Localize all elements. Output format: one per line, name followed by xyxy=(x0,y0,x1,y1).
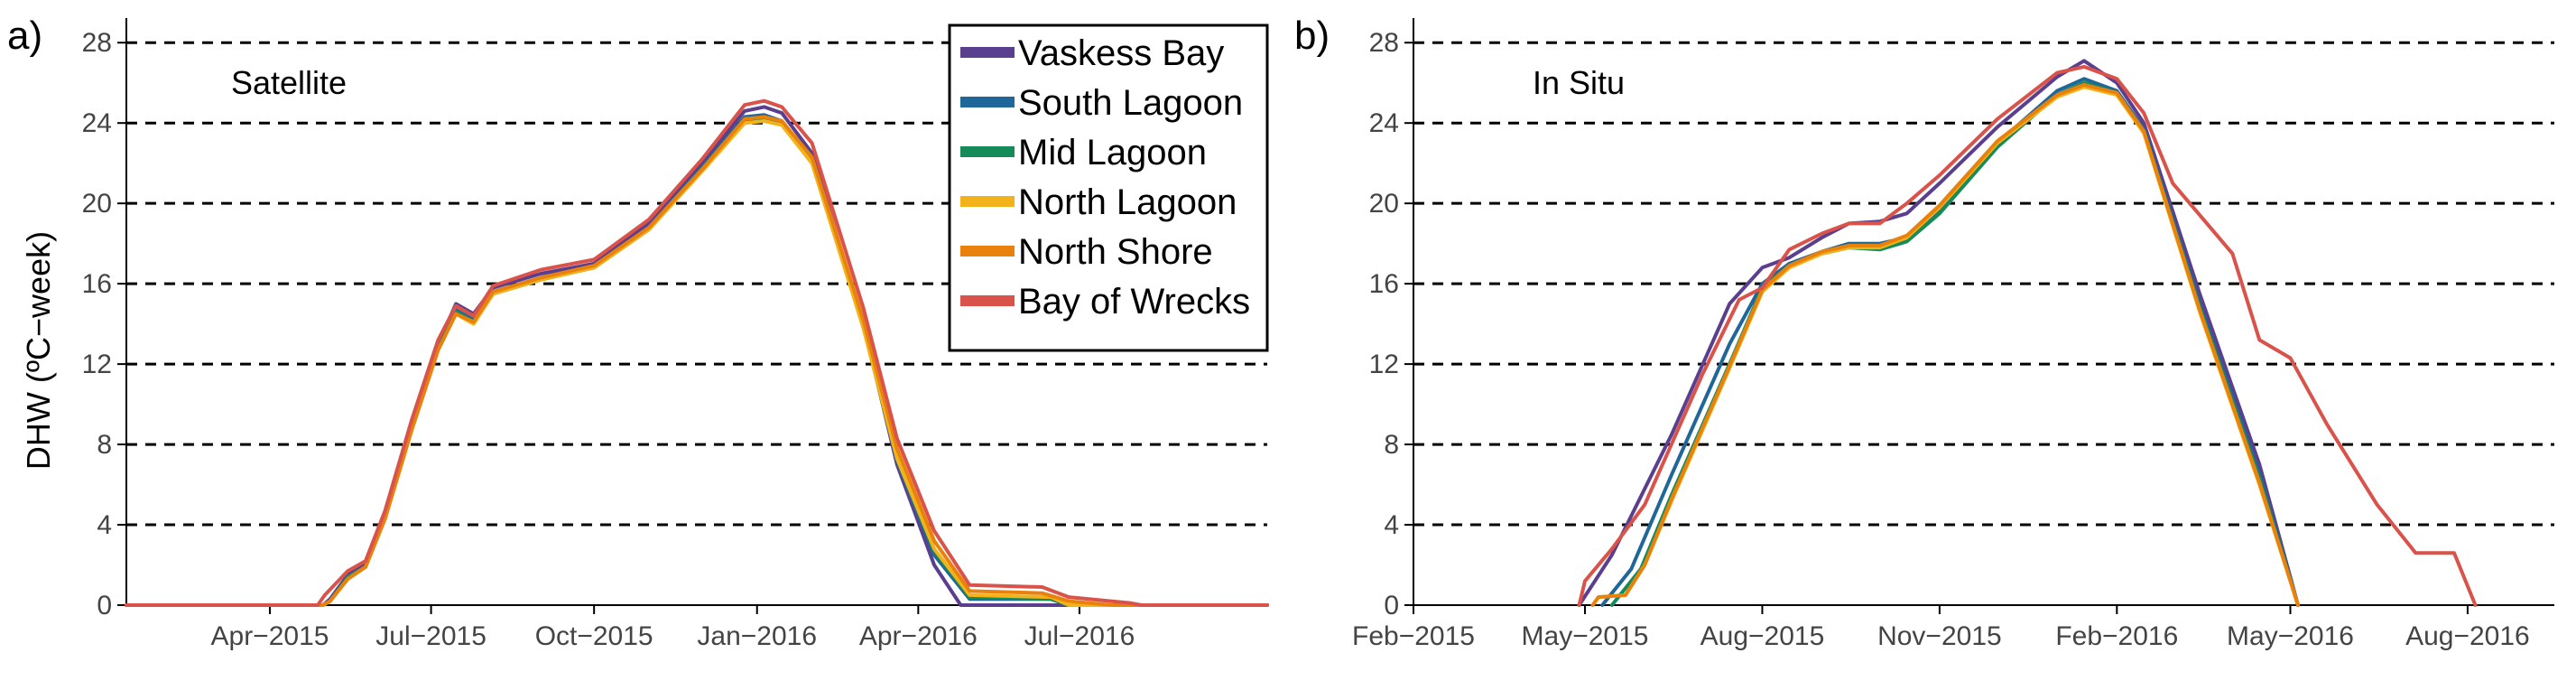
panel-satellite: a) Satellite DHW (ºC−week) 0 4 8 12 16 20 24 28… xyxy=(7,14,1269,651)
legend-label-north-shore: North Shore xyxy=(1018,232,1213,272)
y-tick-label-28: 28 xyxy=(1369,28,1399,58)
x-ticks-b: Feb−2015 May−2015 Aug−2015 Nov−2015 Feb−2016… xyxy=(1352,605,2530,651)
legend-swatch-south-lagoon xyxy=(960,97,1015,107)
y-tick-label-28: 28 xyxy=(82,28,112,58)
x-tick-label-Jan−2016: Jan−2016 xyxy=(697,621,817,651)
legend-label-mid-lagoon: Mid Lagoon xyxy=(1018,133,1207,173)
series-lines-b xyxy=(1577,59,2478,607)
x-tick-label-Feb−2016: Feb−2016 xyxy=(2055,621,2178,651)
panel-title-satellite: Satellite xyxy=(231,64,347,101)
y-tick-label-0: 0 xyxy=(97,591,112,620)
x-tick-label-Feb−2015: Feb−2015 xyxy=(1352,621,1475,651)
x-tick-label-Nov−2015: Nov−2015 xyxy=(1877,621,2002,651)
x-tick-label-Jul−2015: Jul−2015 xyxy=(375,621,486,651)
x-tick-label-May−2015: May−2015 xyxy=(1522,621,1649,651)
x-tick-label-Aug−2016: Aug−2016 xyxy=(2405,621,2530,651)
y-tick-label-12: 12 xyxy=(82,350,112,379)
y-axis-label: DHW (ºC−week) xyxy=(20,231,57,470)
legend-label-south-lagoon: South Lagoon xyxy=(1018,83,1243,123)
legend-swatch-vaskess-bay xyxy=(960,47,1015,58)
x-tick-label-May−2016: May−2016 xyxy=(2227,621,2354,651)
y-ticks-b: 0 4 8 12 16 20 24 28 xyxy=(1369,28,1413,620)
legend-swatch-north-shore xyxy=(960,246,1015,257)
x-ticks-a: Apr−2015 Jul−2015 Oct−2015 Jan−2016 Apr−2016… xyxy=(211,605,1135,651)
legend-label-north-lagoon: North Lagoon xyxy=(1018,182,1237,222)
panel-title-in-situ: In Situ xyxy=(1533,64,1625,101)
grid-lines-b xyxy=(1413,41,2554,527)
legend-label-bay-of-wrecks: Bay of Wrecks xyxy=(1018,282,1250,322)
y-tick-label-8: 8 xyxy=(97,430,112,460)
series-line-vaskess-bay xyxy=(1577,59,2300,607)
series-line-bay-of-wrecks xyxy=(1577,64,2478,607)
grid-lines-a xyxy=(126,41,1267,527)
y-tick-label-0: 0 xyxy=(1384,591,1399,620)
series-line-bay-of-wrecks xyxy=(125,98,1269,607)
y-tick-label-4: 4 xyxy=(1384,510,1399,540)
series-line-north-shore xyxy=(1590,82,2300,607)
legend: Vaskess Bay South Lagoon Mid Lagoon North L… xyxy=(948,23,1269,352)
y-ticks-a: 0 4 8 12 16 20 24 28 xyxy=(82,28,126,620)
y-tick-label-16: 16 xyxy=(82,269,112,299)
y-tick-label-20: 20 xyxy=(1369,189,1399,219)
x-tick-label-Apr−2016: Apr−2016 xyxy=(859,621,978,651)
x-tick-label-Apr−2015: Apr−2015 xyxy=(211,621,329,651)
legend-swatch-north-lagoon xyxy=(960,196,1015,207)
y-tick-label-24: 24 xyxy=(1369,108,1399,138)
x-tick-label-Jul−2016: Jul−2016 xyxy=(1024,621,1135,651)
panel-letter-b: b) xyxy=(1294,14,1330,58)
y-tick-label-8: 8 xyxy=(1384,430,1399,460)
y-tick-label-16: 16 xyxy=(1369,269,1399,299)
panel-in-situ: b) In Situ 0 4 8 12 16 20 24 28 Feb−2015 May−201… xyxy=(1294,14,2554,651)
y-tick-label-12: 12 xyxy=(1369,350,1399,379)
x-tick-label-Oct−2015: Oct−2015 xyxy=(535,621,653,651)
panel-letter-a: a) xyxy=(7,14,42,58)
y-tick-label-4: 4 xyxy=(97,510,112,540)
series-line-north-lagoon xyxy=(1590,85,2300,607)
y-tick-label-24: 24 xyxy=(82,108,112,138)
legend-swatch-bay-of-wrecks xyxy=(960,295,1015,306)
y-tick-label-20: 20 xyxy=(82,189,112,219)
series-lines-a xyxy=(125,98,1269,607)
series-line-north-shore xyxy=(125,115,1269,607)
legend-label-vaskess-bay: Vaskess Bay xyxy=(1018,33,1224,73)
axes-b xyxy=(1413,18,2554,606)
series-line-south-lagoon xyxy=(1600,77,2300,607)
legend-swatch-mid-lagoon xyxy=(960,146,1015,157)
x-tick-label-Aug−2015: Aug−2015 xyxy=(1700,621,1825,651)
